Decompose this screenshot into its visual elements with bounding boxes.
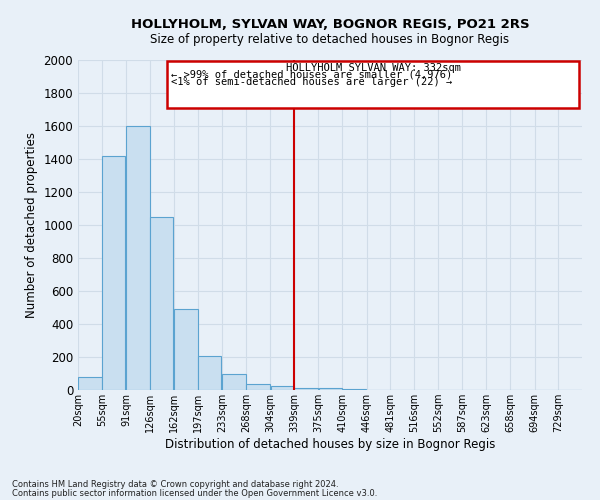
Bar: [102, 156, 125, 390]
Bar: [126, 126, 149, 390]
Bar: [175, 309, 198, 390]
FancyBboxPatch shape: [167, 61, 579, 108]
Text: Contains public sector information licensed under the Open Government Licence v3: Contains public sector information licen…: [12, 489, 377, 498]
X-axis label: Distribution of detached houses by size in Bognor Regis: Distribution of detached houses by size …: [165, 438, 495, 451]
Bar: [78, 377, 101, 390]
Bar: [246, 384, 269, 390]
Text: HOLLYHOLM SYLVAN WAY: 332sqm: HOLLYHOLM SYLVAN WAY: 332sqm: [286, 63, 461, 73]
Bar: [271, 386, 294, 390]
Text: Contains HM Land Registry data © Crown copyright and database right 2024.: Contains HM Land Registry data © Crown c…: [12, 480, 338, 489]
Bar: [319, 388, 342, 390]
Bar: [223, 374, 246, 390]
Bar: [343, 389, 366, 390]
Bar: [150, 217, 173, 390]
Bar: [294, 388, 317, 390]
Text: Size of property relative to detached houses in Bognor Regis: Size of property relative to detached ho…: [151, 32, 509, 46]
Text: ← >99% of detached houses are smaller (4,976): ← >99% of detached houses are smaller (4…: [172, 70, 453, 80]
Text: <1% of semi-detached houses are larger (22) →: <1% of semi-detached houses are larger (…: [172, 77, 453, 87]
Bar: [198, 356, 221, 390]
Text: HOLLYHOLM, SYLVAN WAY, BOGNOR REGIS, PO21 2RS: HOLLYHOLM, SYLVAN WAY, BOGNOR REGIS, PO2…: [131, 18, 529, 30]
Y-axis label: Number of detached properties: Number of detached properties: [25, 132, 38, 318]
